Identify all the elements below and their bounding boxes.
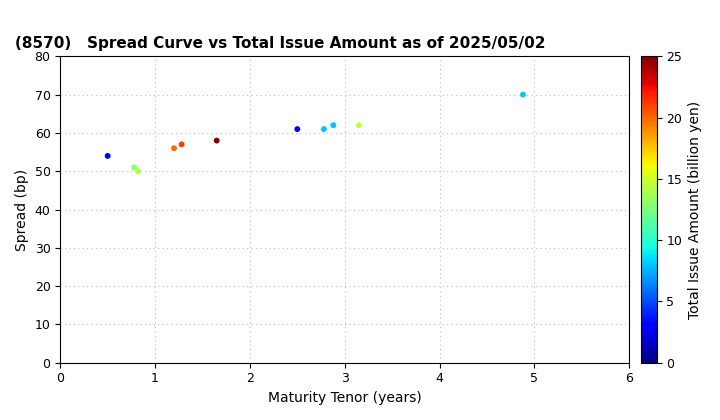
Point	[517, 91, 528, 98]
Point	[328, 122, 339, 129]
Point	[128, 164, 140, 171]
Point	[102, 152, 114, 159]
Point	[292, 126, 303, 132]
Point	[354, 122, 365, 129]
Y-axis label: Spread (bp): Spread (bp)	[15, 168, 29, 251]
Point	[318, 126, 330, 132]
Point	[176, 141, 187, 148]
Point	[168, 145, 180, 152]
Y-axis label: Total Issue Amount (billion yen): Total Issue Amount (billion yen)	[688, 100, 702, 319]
Text: (8570)   Spread Curve vs Total Issue Amount as of 2025/05/02: (8570) Spread Curve vs Total Issue Amoun…	[15, 36, 545, 51]
X-axis label: Maturity Tenor (years): Maturity Tenor (years)	[268, 391, 422, 405]
Point	[211, 137, 222, 144]
Point	[132, 168, 144, 175]
